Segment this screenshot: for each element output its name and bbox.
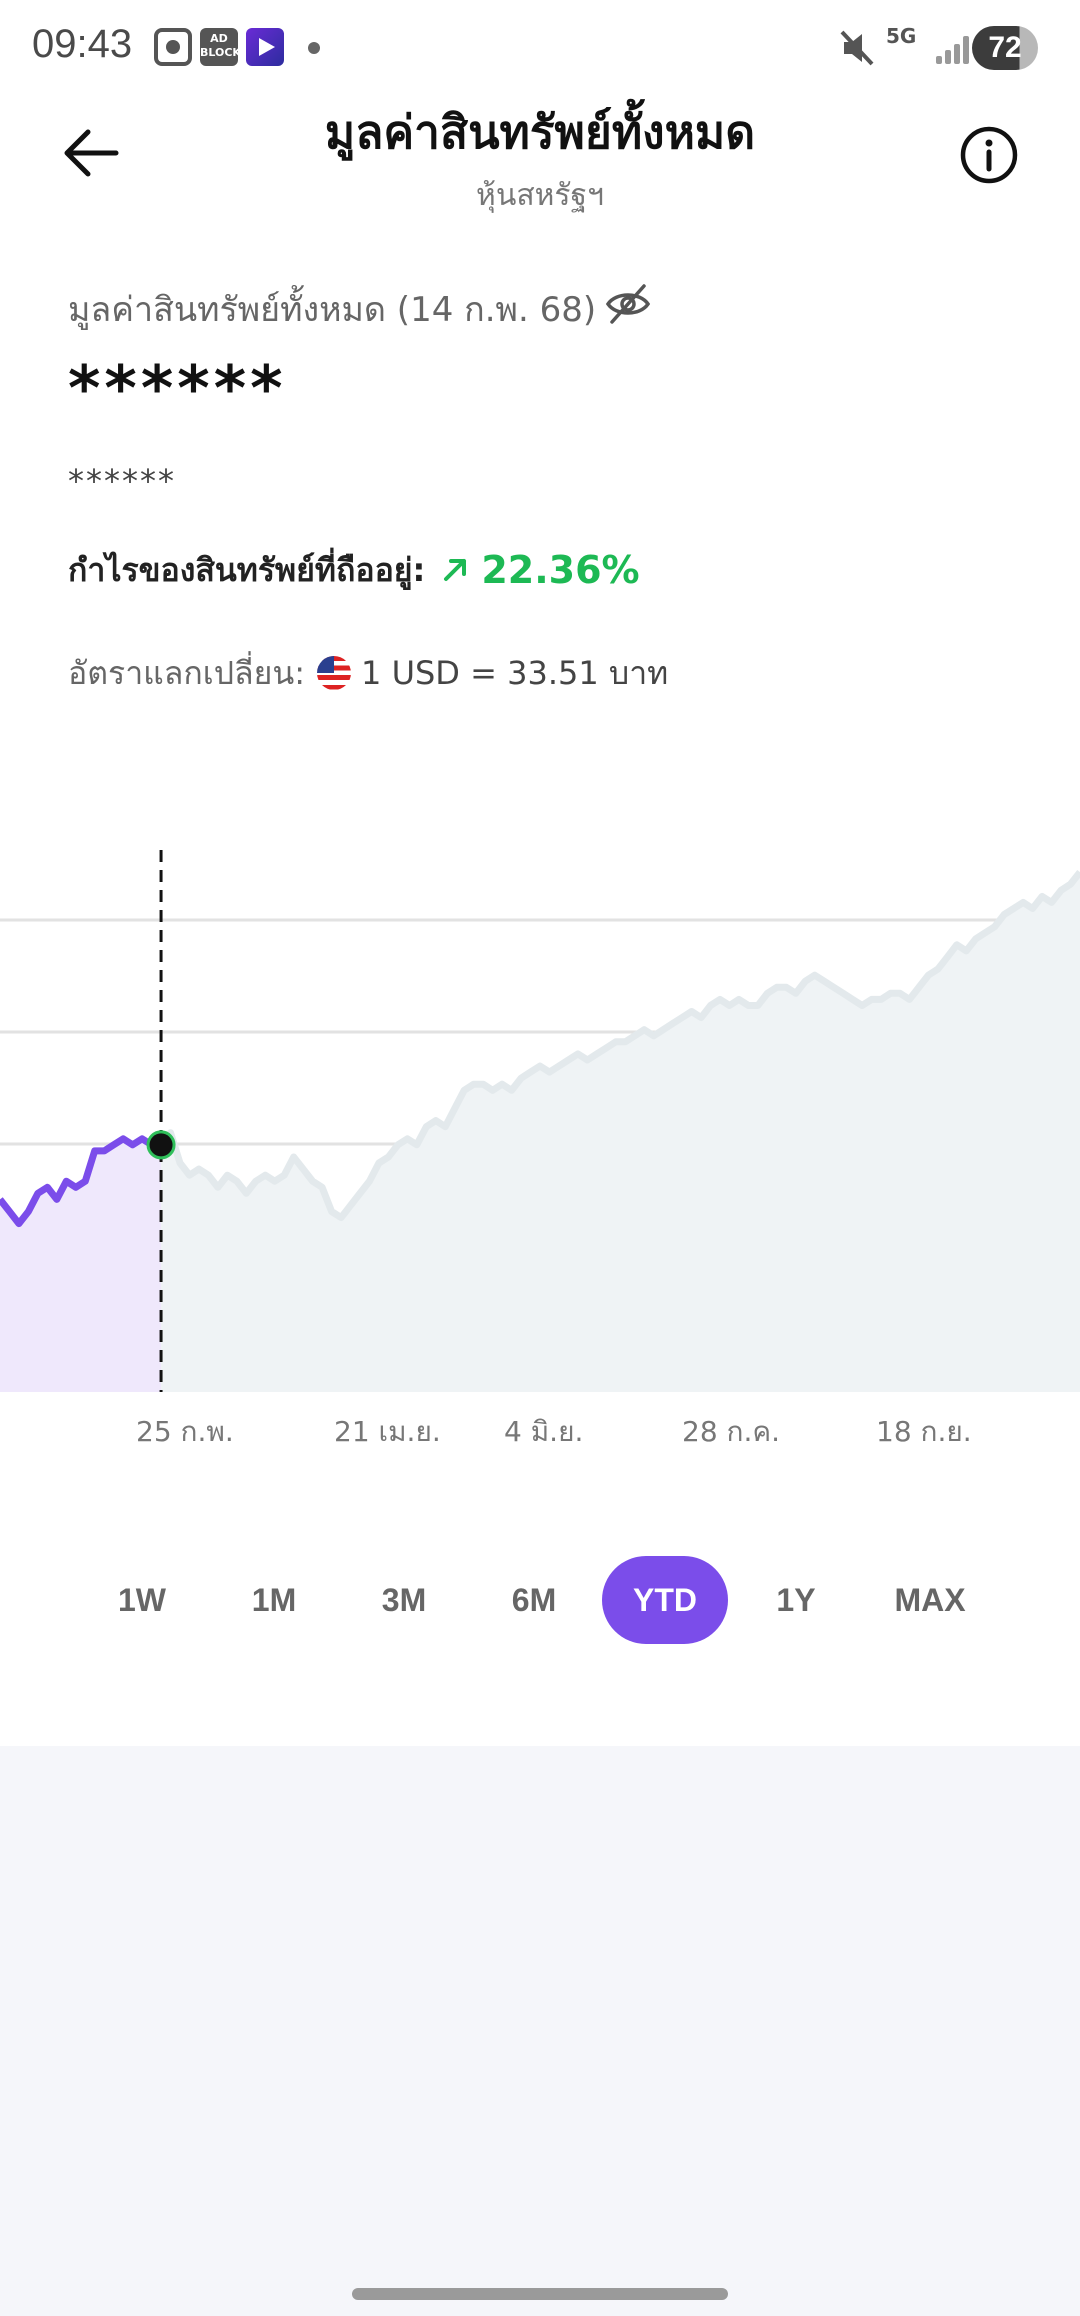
chart-x-tick-label: 18 ก.ย.: [876, 1415, 972, 1448]
status-bar: 09:43 AD BLOCKER 5G 72: [0, 0, 1080, 96]
info-circle-icon[interactable]: [958, 124, 1020, 186]
media-play-icon: [246, 28, 284, 66]
range-tab-max[interactable]: MAX: [894, 1582, 966, 1618]
range-tab-1m[interactable]: 1M: [251, 1582, 297, 1618]
chart-x-tick-label: 21 เม.ย.: [334, 1415, 441, 1448]
profit-row: กำไรของสินทรัพย์ที่ถืออยู่: 22.36%: [68, 544, 640, 596]
exchange-rate-value: 1 USD = 33.51 บาท: [361, 653, 669, 692]
range-tab-6m[interactable]: 6M: [511, 1582, 557, 1618]
total-asset-value: ******: [68, 352, 287, 425]
range-tab-1w[interactable]: 1W: [118, 1582, 166, 1618]
eye-off-icon[interactable]: [604, 282, 652, 326]
range-tab-ytd[interactable]: YTD: [602, 1556, 728, 1644]
us-flag-icon: [317, 656, 352, 690]
back-arrow-icon[interactable]: [56, 118, 126, 188]
arrow-up-right-icon: [444, 559, 467, 581]
chart-selected-point: [146, 1130, 176, 1160]
chart-area-past: [0, 1138, 162, 1392]
chart-line-future: [158, 869, 1080, 1222]
status-time: 09:43: [32, 22, 133, 66]
home-indicator[interactable]: [352, 2288, 728, 2300]
chart-x-tick-label: 28 ก.ค.: [682, 1415, 781, 1448]
profit-label: กำไรของสินทรัพย์ที่ถืออยู่:: [68, 550, 426, 589]
content-area: [0, 1746, 1080, 2316]
screen-recorder-icon: [154, 28, 192, 66]
range-tab-3m[interactable]: 3M: [381, 1582, 427, 1618]
exchange-rate-label: อัตราแลกเปลี่ยน:: [68, 653, 306, 692]
range-selector: 1W 1M 3M 6M YTD 1Y MAX: [0, 1556, 1080, 1644]
battery-icon: 72: [972, 26, 1038, 70]
network-type-icon: 5G: [886, 24, 917, 48]
page-subtitle: หุ้นสหรัฐฯ: [476, 178, 604, 213]
page-title: มูลค่าสินทรัพย์ทั้งหมด: [324, 105, 756, 159]
mute-icon: [840, 30, 874, 66]
notification-dot-icon: [308, 42, 320, 54]
asset-sub-value: ******: [68, 462, 176, 500]
chart-x-tick-label: 4 มิ.ย.: [504, 1415, 584, 1448]
chart-x-tick-label: 25 ก.พ.: [136, 1415, 234, 1448]
asset-value-label: มูลค่าสินทรัพย์ทั้งหมด (14 ก.พ. 68): [68, 290, 597, 330]
chart-area-future: [161, 872, 1080, 1392]
exchange-rate-row: อัตราแลกเปลี่ยน: 1 USD = 33.51 บาท: [68, 648, 668, 698]
portfolio-chart[interactable]: [0, 840, 1080, 1440]
signal-icon: [932, 26, 972, 70]
range-tab-1y[interactable]: 1Y: [776, 1582, 816, 1618]
adblocker-icon: AD BLOCKER: [200, 28, 257, 66]
profit-percent: 22.36%: [481, 548, 640, 592]
chart-line-past: [0, 1135, 162, 1228]
